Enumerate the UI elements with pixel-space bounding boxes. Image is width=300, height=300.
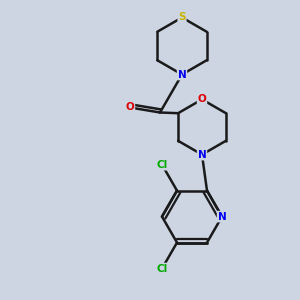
Text: S: S xyxy=(178,13,186,22)
Text: N: N xyxy=(218,212,226,222)
Text: Cl: Cl xyxy=(156,160,168,170)
Text: N: N xyxy=(178,70,186,80)
Text: O: O xyxy=(126,103,134,112)
Text: Cl: Cl xyxy=(156,264,168,274)
Text: N: N xyxy=(198,150,206,160)
Text: O: O xyxy=(198,94,206,104)
